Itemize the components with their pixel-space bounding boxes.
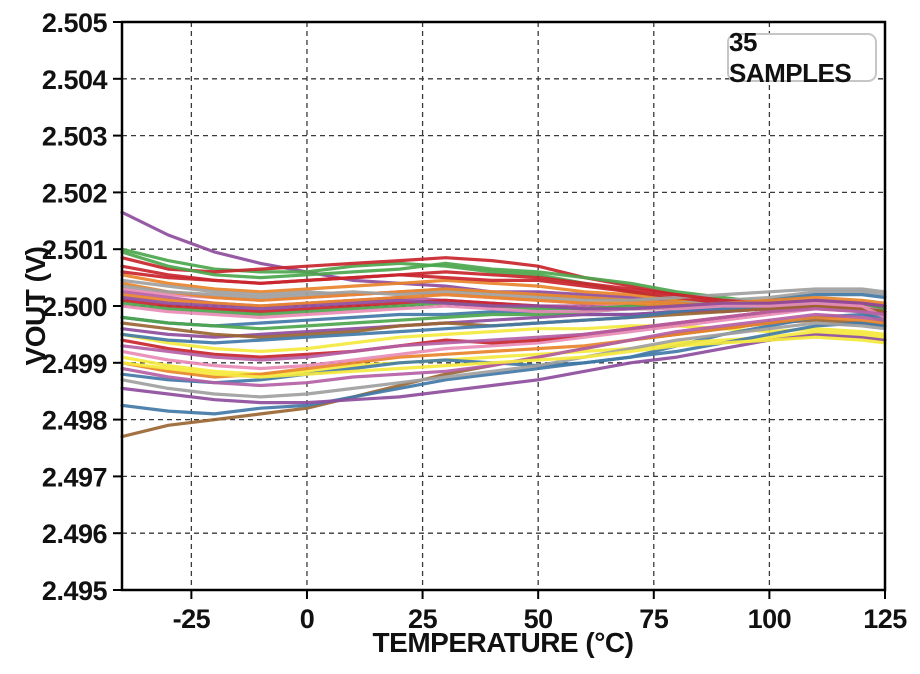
series-line-sample-32 <box>120 293 887 308</box>
series-line-sample-33 <box>120 301 887 319</box>
x-tick-label: 75 <box>639 604 669 634</box>
series-line-sample-17 <box>120 312 887 416</box>
x-tick-label: 25 <box>408 604 438 634</box>
series-line-sample-11 <box>120 324 887 353</box>
x-axis-title: TEMPERATURE (°C) <box>372 627 634 658</box>
x-tick-label: -25 <box>173 604 211 634</box>
x-tick-label: 0 <box>300 604 315 634</box>
series-line-sample-35 <box>120 307 887 362</box>
series-line-sample-30 <box>120 284 887 302</box>
series-line-sample-23 <box>120 307 887 371</box>
series-line-sample-22 <box>120 315 887 379</box>
y-tick-label: 2.498 <box>42 406 108 436</box>
y-tick-label: 2.497 <box>42 462 107 492</box>
y-tick-label: 2.502 <box>42 178 107 208</box>
series-line-sample-20 <box>120 321 887 385</box>
y-tick-label: 2.504 <box>42 65 108 95</box>
y-tick-label: 2.505 <box>42 8 108 38</box>
series-line-sample-34 <box>120 295 887 311</box>
y-tick-label: 2.495 <box>42 576 108 606</box>
samples-badge: 35 SAMPLES <box>727 27 877 88</box>
y-axis-title: VOUT (V) <box>20 246 51 366</box>
x-tick-label: 100 <box>748 604 792 634</box>
series-line-sample-21 <box>120 321 887 399</box>
x-tick-label: 50 <box>524 604 553 634</box>
y-tick-label: 2.496 <box>42 519 108 549</box>
y-tick-label: 2.499 <box>42 349 108 379</box>
y-tick-label: 2.503 <box>42 122 108 152</box>
y-tick-label: 2.501 <box>42 235 108 265</box>
y-tick-label: 2.500 <box>42 292 107 322</box>
series-line-sample-27 <box>120 335 887 379</box>
x-tick-label: 125 <box>863 604 907 634</box>
